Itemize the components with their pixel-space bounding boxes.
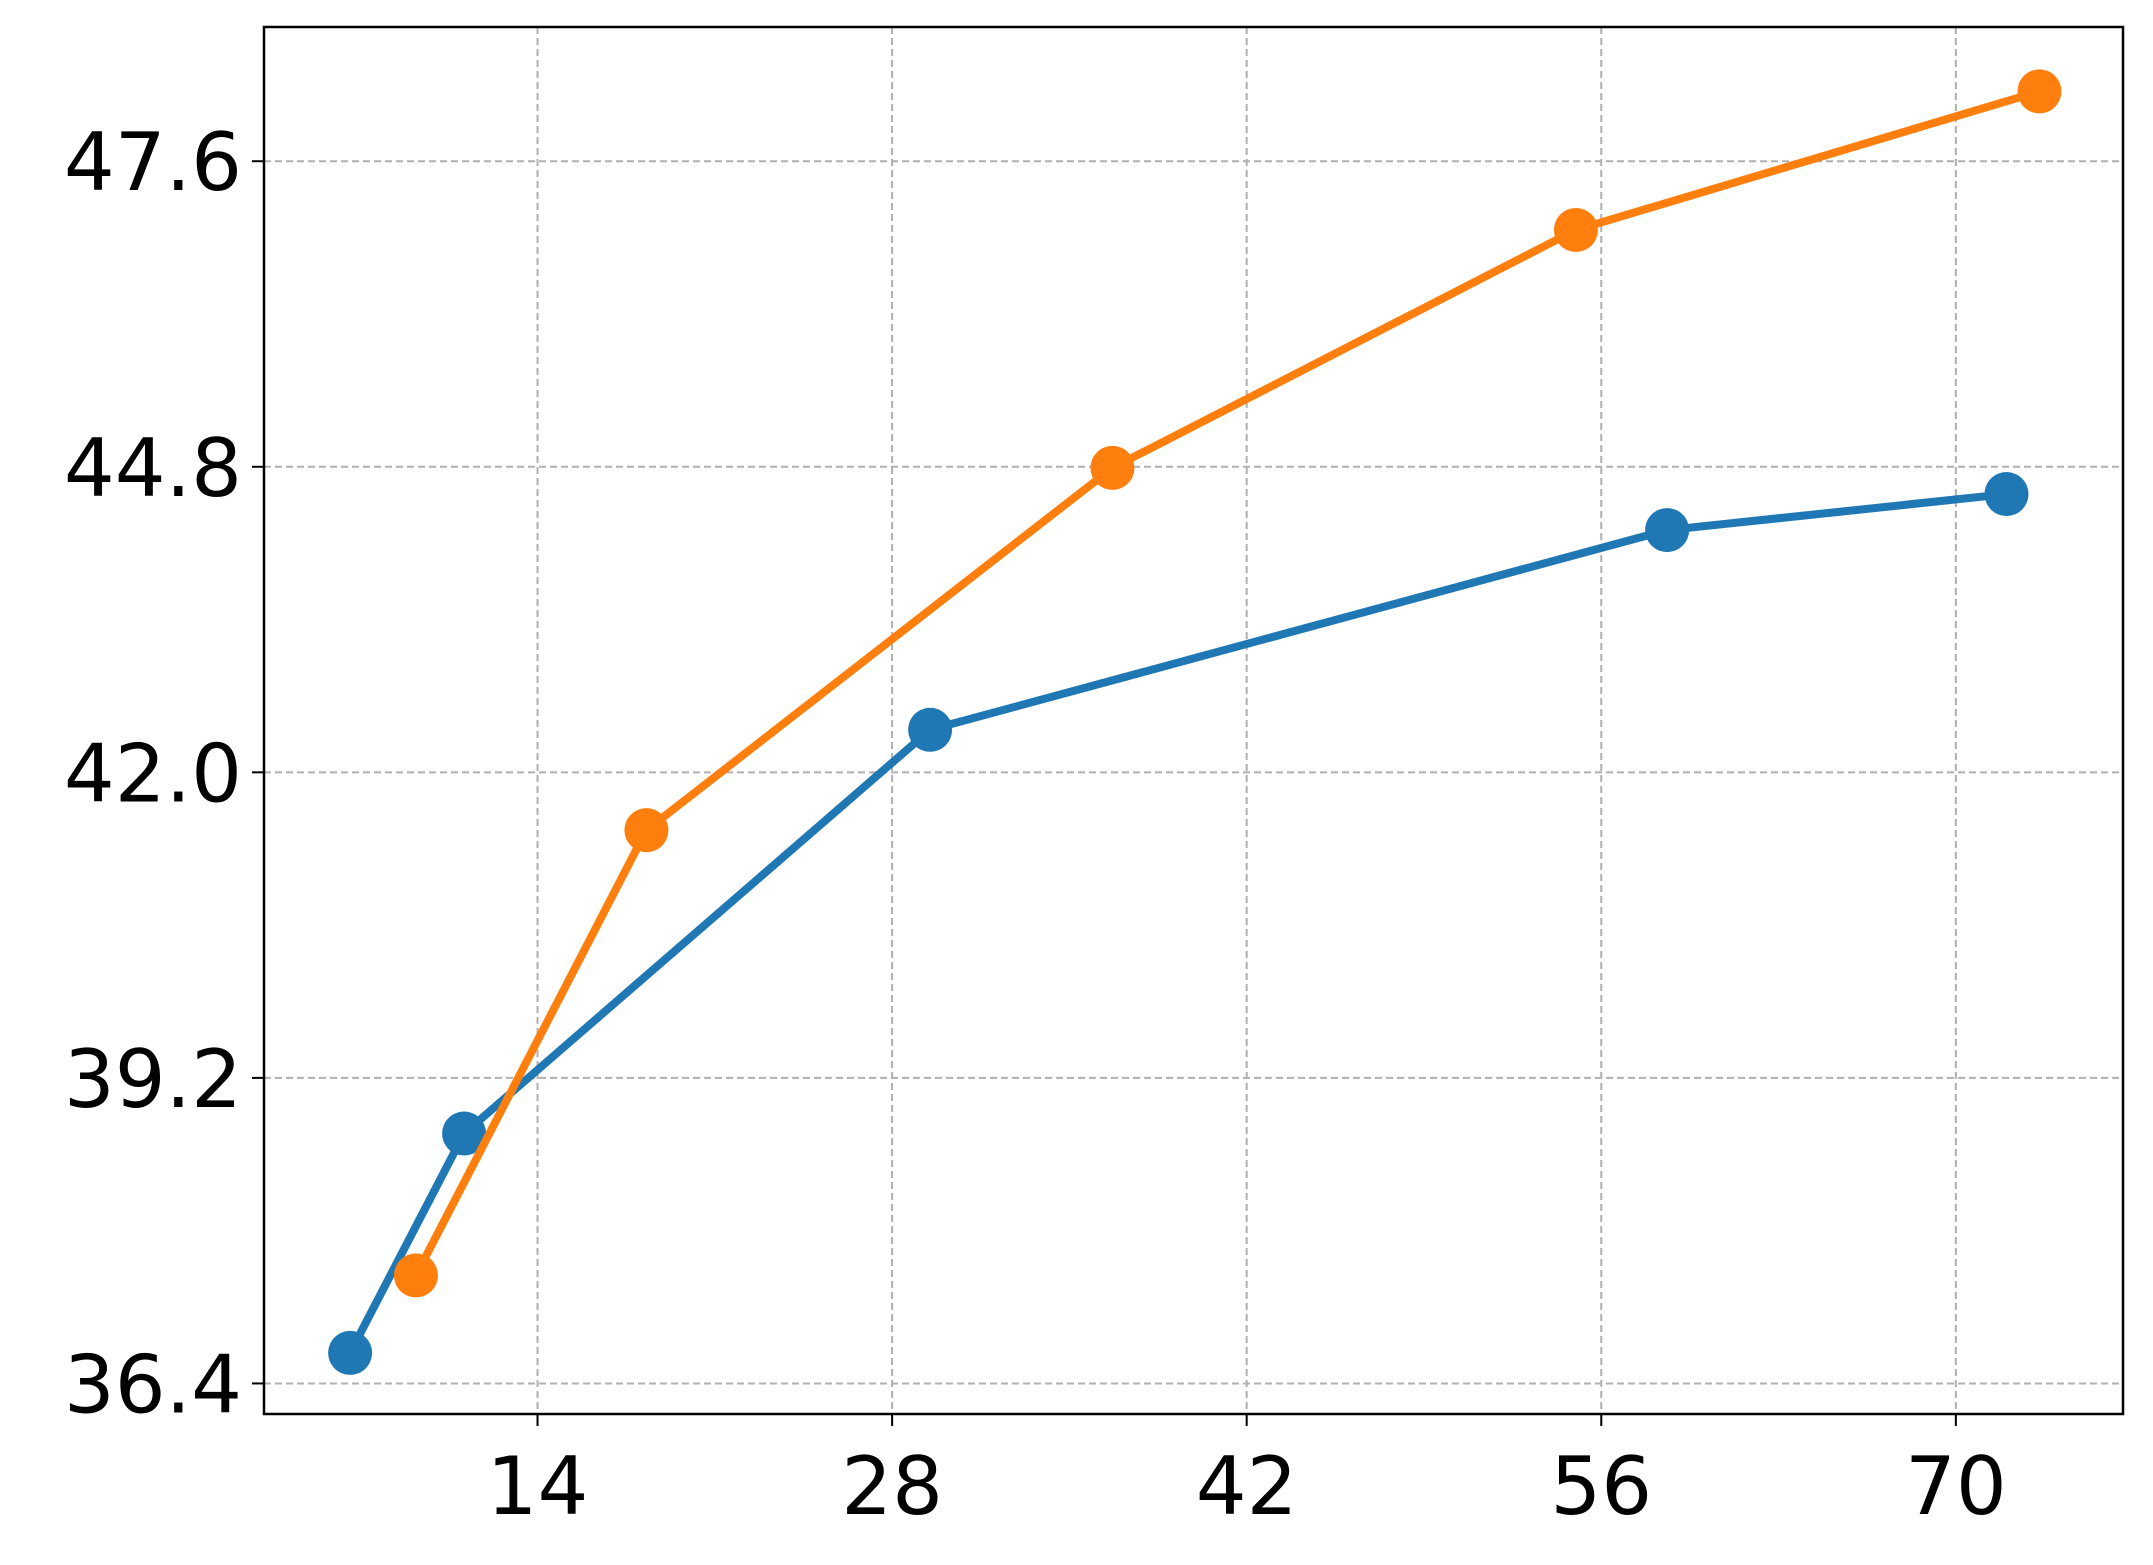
data-point xyxy=(1090,445,1135,490)
x-tick-label: 56 xyxy=(1550,1440,1652,1533)
data-point xyxy=(1645,508,1690,553)
plot-frame xyxy=(262,25,2125,1416)
x-tick-label: 42 xyxy=(1196,1440,1298,1533)
y-tick-label: 44.8 xyxy=(64,422,242,515)
data-point xyxy=(1553,207,1598,252)
y-tick-label: 39.2 xyxy=(64,1033,242,1126)
series-line xyxy=(412,87,2041,1278)
data-point xyxy=(393,1253,438,1298)
y-tick-label: 36.4 xyxy=(64,1338,242,1431)
data-point xyxy=(624,808,669,853)
y-tick-label: 47.6 xyxy=(64,116,242,209)
data-point xyxy=(442,1111,487,1156)
x-tick-label: 70 xyxy=(1905,1440,2007,1533)
x-tick-label: 14 xyxy=(487,1440,589,1533)
y-tick-label: 42.0 xyxy=(64,727,242,820)
data-point xyxy=(1984,472,2029,517)
x-tick-label: 28 xyxy=(841,1440,943,1533)
data-point xyxy=(328,1330,373,1375)
data-point xyxy=(908,707,953,752)
data-point xyxy=(2017,69,2062,114)
